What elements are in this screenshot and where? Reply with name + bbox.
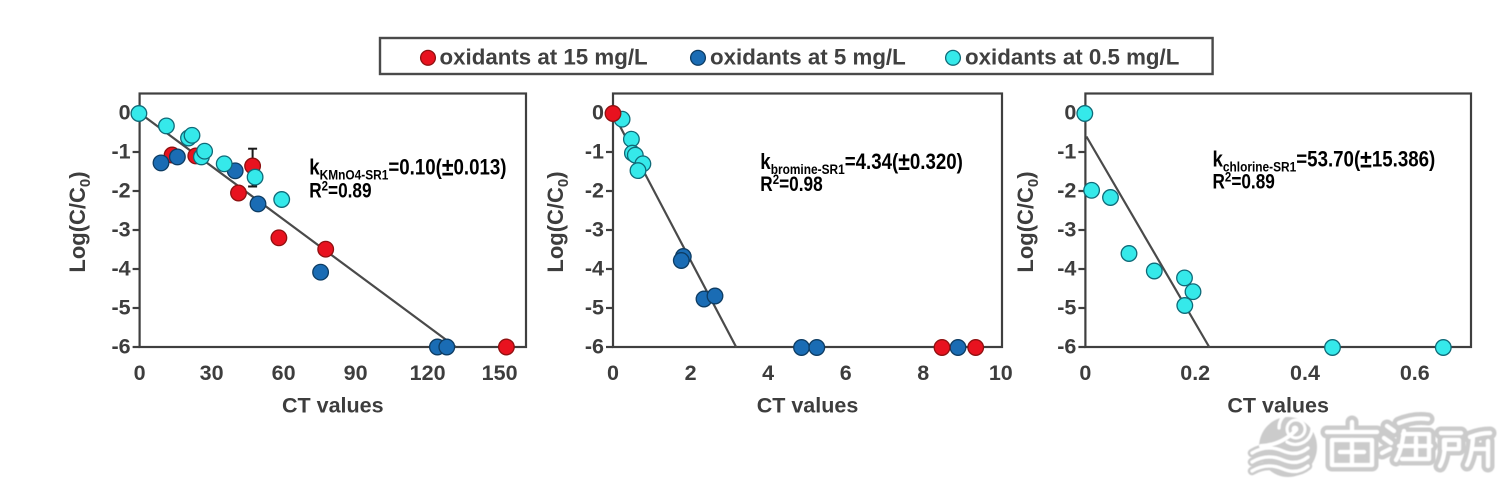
svg-text:R2=0.89: R2=0.89 — [1213, 168, 1275, 194]
svg-text:-1: -1 — [1057, 140, 1076, 164]
svg-text:0: 0 — [1064, 101, 1076, 125]
svg-text:Log(C/C0): Log(C/C0) — [543, 171, 572, 272]
svg-text:CT values: CT values — [282, 394, 384, 418]
svg-text:0: 0 — [592, 101, 604, 125]
svg-text:-4: -4 — [1057, 257, 1076, 281]
svg-text:0: 0 — [134, 361, 146, 385]
svg-text:-3: -3 — [585, 218, 604, 242]
svg-text:oxidants at 5 mg/L: oxidants at 5 mg/L — [710, 45, 906, 70]
svg-text:-6: -6 — [1057, 335, 1076, 359]
svg-text:-5: -5 — [585, 296, 604, 320]
svg-text:0: 0 — [119, 101, 131, 125]
svg-text:-4: -4 — [585, 257, 604, 281]
svg-text:oxidants at 15 mg/L: oxidants at 15 mg/L — [440, 45, 648, 70]
svg-text:90: 90 — [344, 361, 368, 385]
svg-text:30: 30 — [200, 361, 224, 385]
svg-text:0.2: 0.2 — [1180, 361, 1210, 385]
svg-text:oxidants at 0.5 mg/L: oxidants at 0.5 mg/L — [965, 45, 1179, 70]
svg-text:-3: -3 — [111, 218, 130, 242]
svg-text:-2: -2 — [585, 179, 604, 203]
svg-text:120: 120 — [410, 361, 446, 385]
svg-text:6: 6 — [840, 361, 852, 385]
svg-text:-6: -6 — [585, 335, 604, 359]
svg-text:R2=0.98: R2=0.98 — [760, 171, 823, 197]
svg-text:Log(C/C0): Log(C/C0) — [65, 171, 94, 272]
svg-text:0.6: 0.6 — [1400, 361, 1430, 385]
svg-text:-5: -5 — [1057, 296, 1076, 320]
svg-text:-6: -6 — [111, 335, 130, 359]
svg-text:60: 60 — [272, 361, 296, 385]
svg-text:10: 10 — [989, 361, 1013, 385]
svg-text:8: 8 — [917, 361, 929, 385]
svg-text:kKMnO4-SR1=0.10(±0.013): kKMnO4-SR1=0.10(±0.013) — [309, 153, 506, 183]
svg-text:CT values: CT values — [757, 394, 859, 418]
svg-text:CT values: CT values — [1227, 394, 1329, 418]
svg-text:0: 0 — [1079, 361, 1091, 385]
svg-text:0: 0 — [607, 361, 619, 385]
svg-text:-2: -2 — [111, 179, 130, 203]
svg-text:Log(C/C0): Log(C/C0) — [1013, 171, 1042, 272]
svg-text:150: 150 — [482, 361, 518, 385]
svg-text:-2: -2 — [1057, 179, 1076, 203]
svg-text:-4: -4 — [111, 257, 130, 281]
svg-text:-5: -5 — [111, 296, 130, 320]
svg-text:R2=0.89: R2=0.89 — [309, 177, 371, 203]
svg-text:-1: -1 — [111, 140, 130, 164]
svg-text:4: 4 — [762, 361, 774, 385]
svg-text:-3: -3 — [1057, 218, 1076, 242]
svg-text:0.4: 0.4 — [1290, 361, 1320, 385]
svg-text:kbromine-SR1=4.34(±0.320): kbromine-SR1=4.34(±0.320) — [760, 147, 963, 177]
svg-text:2: 2 — [685, 361, 697, 385]
svg-text:-1: -1 — [585, 140, 604, 164]
